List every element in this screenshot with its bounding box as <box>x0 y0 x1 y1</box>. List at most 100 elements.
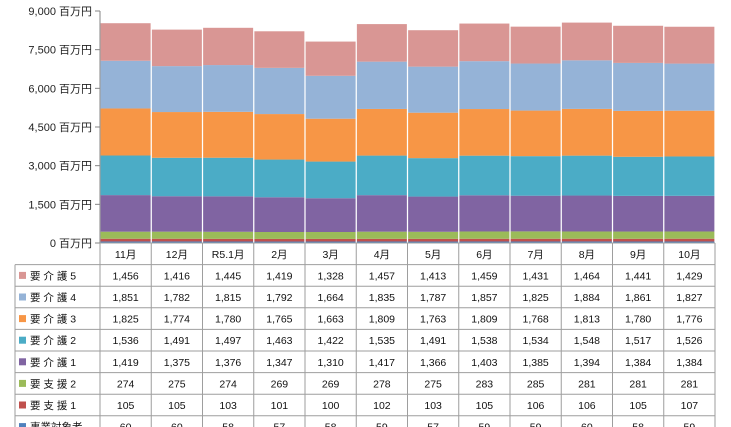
data-label: 105 <box>629 400 647 412</box>
data-label: 1,347 <box>266 357 292 369</box>
category-label: 10月 <box>678 249 700 261</box>
bar-segment <box>664 110 715 157</box>
bar-segment <box>203 238 254 242</box>
category-label: R5.1月 <box>212 249 245 261</box>
legend-label: 要 支 援 1 <box>30 399 76 412</box>
bar-segment <box>305 118 356 162</box>
data-label: 1,413 <box>420 270 446 282</box>
bars <box>100 22 715 243</box>
data-label: 1,497 <box>215 335 241 347</box>
bar-segment <box>664 26 715 64</box>
data-label: 60 <box>171 422 183 427</box>
data-label: 1,376 <box>215 357 241 369</box>
data-label: 281 <box>578 378 596 390</box>
data-label: 269 <box>271 378 289 390</box>
bar-segment <box>100 231 151 239</box>
data-label: 1,792 <box>266 292 292 304</box>
data-label: 1,857 <box>471 292 497 304</box>
data-label: 60 <box>120 422 132 427</box>
data-label: 1,384 <box>676 357 702 369</box>
data-label: 1,861 <box>625 292 651 304</box>
data-label: 1,457 <box>369 270 395 282</box>
bar-segment <box>459 155 510 196</box>
bar-segment <box>305 241 356 243</box>
data-label: 1,517 <box>625 335 651 347</box>
bar-segment <box>356 108 407 156</box>
data-label: 1,384 <box>625 357 651 369</box>
data-label: 1,780 <box>215 314 241 326</box>
bar-segment <box>151 238 202 242</box>
bar-segment <box>100 241 151 243</box>
bar-segment <box>151 29 202 67</box>
data-label: 1,375 <box>164 357 190 369</box>
data-label: 100 <box>322 400 340 412</box>
bar-segment <box>510 110 561 157</box>
data-label: 1,429 <box>676 270 702 282</box>
bar-segment <box>459 23 510 62</box>
bar-segment <box>151 231 202 239</box>
data-label: 1,419 <box>112 357 138 369</box>
data-label: 1,526 <box>676 335 702 347</box>
legend-key <box>19 315 26 323</box>
bar-segment <box>561 155 612 196</box>
bar-segment <box>203 231 254 239</box>
bar-segment <box>664 231 715 239</box>
bar-segment <box>203 241 254 243</box>
bar-segment <box>305 238 356 242</box>
bar-segment <box>151 157 202 197</box>
legend-label: 要 介 護 2 <box>30 334 76 347</box>
bar-segment <box>356 195 407 232</box>
data-label: 1,765 <box>266 314 292 326</box>
data-label: 59 <box>376 422 388 427</box>
bar-segment <box>613 25 664 63</box>
data-label: 1,809 <box>369 314 395 326</box>
data-label: 1,787 <box>420 292 446 304</box>
bar-segment <box>510 231 561 239</box>
bar-segment <box>254 231 305 239</box>
bar-segment <box>510 238 561 242</box>
data-label: 1,664 <box>317 292 343 304</box>
legend-label: 要 介 護 4 <box>30 291 76 304</box>
data-label: 1,827 <box>676 292 702 304</box>
data-label: 1,538 <box>471 335 497 347</box>
bar-segment <box>356 24 407 62</box>
data-label: 105 <box>168 400 186 412</box>
bar-segment <box>613 110 664 157</box>
bar-segment <box>305 41 356 76</box>
data-label: 281 <box>629 378 647 390</box>
data-label: 1,464 <box>574 270 600 282</box>
data-label: 1,456 <box>112 270 138 282</box>
data-label: 1,825 <box>112 314 138 326</box>
data-label: 278 <box>373 378 391 390</box>
bar-segment <box>356 61 407 109</box>
category-label: 11月 <box>115 249 136 261</box>
data-label: 1,763 <box>420 314 446 326</box>
bar-segment <box>459 241 510 243</box>
bar-segment <box>664 241 715 243</box>
category-label: 2月 <box>271 249 287 261</box>
data-label: 1,394 <box>574 357 600 369</box>
data-label: 1,536 <box>112 335 138 347</box>
data-label: 59 <box>684 422 696 427</box>
bar-segment <box>254 67 305 115</box>
category-label: 12月 <box>166 249 188 261</box>
bar-segment <box>561 22 612 61</box>
bar-segment <box>305 231 356 239</box>
legend-key <box>19 271 26 279</box>
data-label: 103 <box>424 400 442 412</box>
bar-segment <box>408 238 459 242</box>
bar-segment <box>203 196 254 232</box>
bar-segment <box>408 158 459 197</box>
data-label: 1,385 <box>522 357 548 369</box>
category-label: 8月 <box>579 249 595 261</box>
bar-segment <box>613 231 664 239</box>
data-label: 57 <box>427 422 439 427</box>
legend-key <box>19 423 26 427</box>
bar-segment <box>254 197 305 232</box>
data-label: 1,768 <box>522 314 548 326</box>
bar-segment <box>561 60 612 109</box>
data-label: 1,463 <box>266 335 292 347</box>
bar-segment <box>151 241 202 243</box>
